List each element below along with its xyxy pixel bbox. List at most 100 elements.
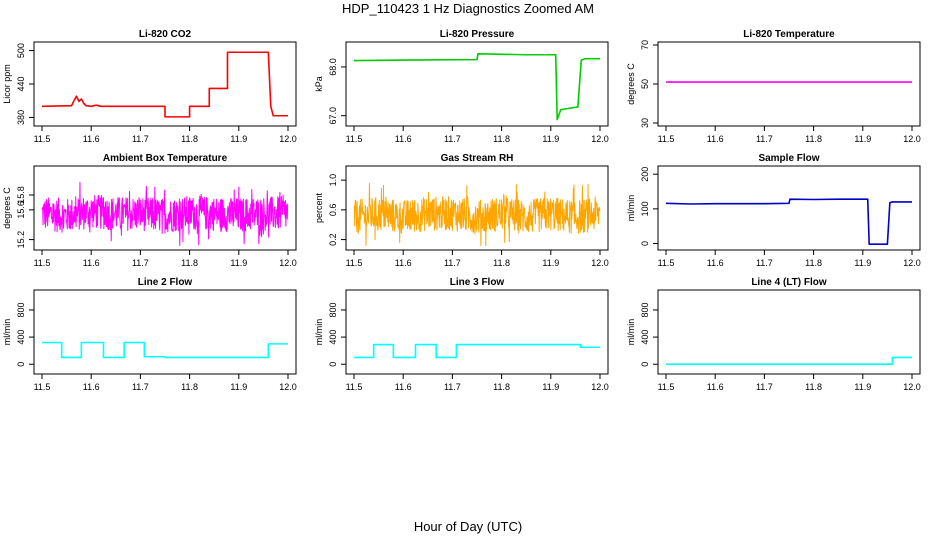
x-tick-label: 11.5 — [34, 258, 51, 268]
y-tick-label: 15.2 — [16, 231, 26, 249]
panel-4: Ambient Box Temperature degrees C 11.5 11.6… — [2, 153, 297, 268]
y-axis-label: degrees C — [2, 187, 12, 229]
y-tick-label: 0 — [640, 241, 650, 246]
x-tick-label: 11.9 — [854, 134, 871, 144]
x-tick-label: 11.5 — [346, 134, 363, 144]
x-tick-label: 11.9 — [230, 258, 247, 268]
panel-title: Line 3 Flow — [450, 277, 505, 288]
x-tick-label: 11.6 — [395, 382, 412, 392]
y-tick-label: 30 — [640, 118, 650, 128]
x-tick-label: 11.7 — [132, 382, 149, 392]
panel-title: Ambient Box Temperature — [103, 153, 228, 164]
series-line — [353, 52, 600, 121]
series-line — [666, 356, 912, 366]
y-tick-label: 15.8 — [16, 186, 26, 204]
x-tick-label: 11.5 — [346, 382, 363, 392]
y-tick-label: 68.0 — [328, 58, 338, 76]
x-tick-label: 11.7 — [756, 258, 773, 268]
x-tick-label: 11.5 — [34, 134, 51, 144]
x-tick-label: 11.6 — [395, 258, 412, 268]
x-tick-label: 11.6 — [83, 382, 100, 392]
plot-frame — [657, 41, 921, 127]
x-tick-label: 12.0 — [279, 134, 297, 144]
y-axis-label: degrees C — [626, 63, 636, 105]
x-tick-label: 11.5 — [34, 382, 51, 392]
y-tick-label: 800 — [16, 302, 26, 317]
x-tick-label: 11.5 — [658, 258, 675, 268]
panel-7: Line 2 Flow ml/min 11.5 11.6 11.7 11.8 11.9 12.… — [2, 277, 297, 392]
x-tick-label: 11.8 — [493, 258, 510, 268]
y-tick-label: 400 — [328, 330, 338, 345]
series-line — [42, 341, 288, 359]
x-tick-label: 11.8 — [181, 258, 198, 268]
x-tick-label: 11.6 — [707, 134, 724, 144]
figure-x-axis-label: Hour of Day (UTC) — [414, 519, 522, 534]
x-tick-label: 11.7 — [444, 258, 461, 268]
x-tick-label: 11.9 — [542, 382, 559, 392]
y-tick-label: 0 — [16, 362, 26, 367]
x-tick-label: 11.7 — [444, 134, 461, 144]
x-tick-label: 12.0 — [591, 134, 609, 144]
panel-2: Li-820 Pressure kPa 11.5 11.6 11.7 11.8 11.9 12… — [314, 29, 609, 144]
x-tick-label: 11.7 — [132, 134, 149, 144]
panel-title: Line 4 (LT) Flow — [751, 277, 827, 288]
figure-title: HDP_110423 1 Hz Diagnostics Zoomed AM — [342, 1, 594, 16]
panel-grid: Li-820 CO2 Licor ppm 11.5 11.6 11.7 11.8 11.9 1… — [2, 29, 921, 392]
y-tick-label: 0.6 — [328, 204, 338, 217]
x-tick-label: 11.9 — [854, 382, 871, 392]
y-tick-label: 50 — [640, 79, 650, 89]
x-tick-label: 11.5 — [346, 258, 363, 268]
x-tick-label: 11.9 — [230, 134, 247, 144]
x-tick-label: 11.9 — [854, 258, 871, 268]
panel-title: Line 2 Flow — [138, 277, 193, 288]
series-line — [665, 198, 912, 246]
y-axis-label: ml/min — [626, 195, 636, 222]
panel-1: Li-820 CO2 Licor ppm 11.5 11.6 11.7 11.8 11.9 1… — [2, 29, 297, 144]
y-tick-label: 15.6 — [16, 201, 26, 219]
y-tick-label: 0.2 — [328, 233, 338, 246]
plot-frame — [345, 165, 609, 251]
x-tick-label: 11.9 — [542, 258, 559, 268]
series-line — [41, 51, 288, 118]
x-tick-label: 12.0 — [903, 382, 921, 392]
y-axis-label: ml/min — [2, 319, 12, 346]
y-tick-label: 500 — [16, 43, 26, 58]
plot-frame — [345, 289, 609, 375]
panel-8: Line 3 Flow ml/min 11.5 11.6 11.7 11.8 11.9 12.… — [314, 277, 609, 392]
y-tick-label: 1.0 — [328, 174, 338, 187]
y-axis-label: percent — [314, 192, 324, 223]
x-tick-label: 11.8 — [805, 382, 822, 392]
panel-title: Li-820 CO2 — [139, 29, 192, 40]
panel-3: Li-820 Temperature degrees C 11.5 11.6 11.7 1… — [626, 29, 921, 144]
plot-frame — [657, 289, 921, 375]
x-tick-label: 12.0 — [279, 382, 297, 392]
x-tick-label: 12.0 — [903, 134, 921, 144]
y-tick-label: 440 — [16, 76, 26, 91]
x-tick-label: 11.6 — [395, 134, 412, 144]
panel-9: Line 4 (LT) Flow ml/min 11.5 11.6 11.7 11.8 11… — [626, 277, 921, 392]
x-tick-label: 11.8 — [493, 382, 510, 392]
y-tick-label: 0 — [328, 362, 338, 367]
plot-frame — [345, 41, 609, 127]
y-axis-label: kPa — [314, 76, 324, 92]
x-tick-label: 11.5 — [658, 382, 675, 392]
x-tick-label: 12.0 — [591, 258, 609, 268]
y-tick-label: 100 — [640, 201, 650, 216]
x-tick-label: 11.9 — [230, 382, 247, 392]
x-tick-label: 11.8 — [181, 134, 198, 144]
panel-6: Sample Flow ml/min 11.5 11.6 11.7 11.8 11.9 12.… — [626, 153, 921, 268]
y-axis-label: ml/min — [626, 319, 636, 346]
plot-frame — [33, 165, 297, 251]
series-line — [353, 182, 601, 246]
x-tick-label: 12.0 — [903, 258, 921, 268]
panel-title: Sample Flow — [758, 153, 819, 164]
x-tick-label: 11.8 — [805, 258, 822, 268]
series-line — [41, 181, 289, 246]
x-tick-label: 11.6 — [83, 258, 100, 268]
x-tick-label: 11.6 — [707, 258, 724, 268]
y-tick-label: 200 — [640, 167, 650, 182]
x-tick-label: 11.7 — [756, 382, 773, 392]
x-tick-label: 12.0 — [279, 258, 297, 268]
y-tick-label: 70 — [640, 40, 650, 50]
